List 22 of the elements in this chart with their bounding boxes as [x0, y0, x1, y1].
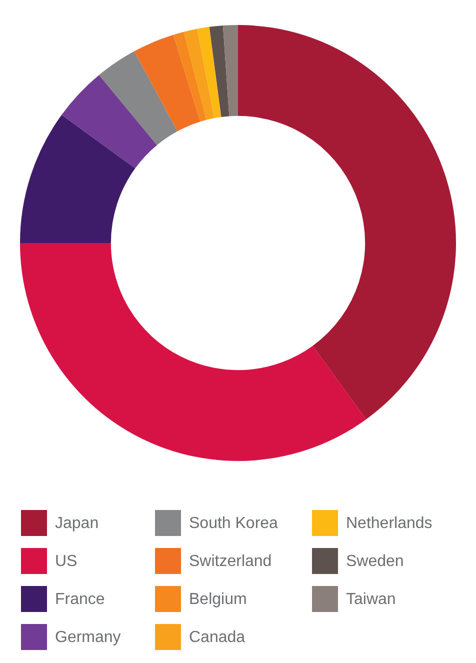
legend-label: Switzerland [189, 553, 272, 570]
donut-slice [173, 32, 206, 122]
donut-slice [184, 28, 214, 120]
legend-label: Netherlands [346, 515, 432, 532]
legend-label: Taiwan [346, 591, 396, 608]
donut-slice [20, 114, 136, 243]
donut-slice [134, 34, 200, 132]
legend-label: US [55, 553, 78, 570]
donut-slice [62, 75, 157, 168]
legend-label: Sweden [346, 553, 404, 570]
donut-slice [222, 25, 238, 116]
legend-label: Belgium [189, 591, 247, 608]
legend-label: South Korea [189, 515, 278, 532]
legend-label: Japan [55, 515, 99, 532]
donut-slice [99, 51, 178, 146]
donut-slice [197, 26, 222, 118]
legend-label: Canada [189, 629, 246, 646]
legend-label: Germany [55, 629, 121, 646]
donut-slice [20, 243, 366, 461]
legend-label: France [55, 591, 105, 608]
donut-slice [238, 25, 456, 420]
donut-slice [209, 26, 230, 118]
